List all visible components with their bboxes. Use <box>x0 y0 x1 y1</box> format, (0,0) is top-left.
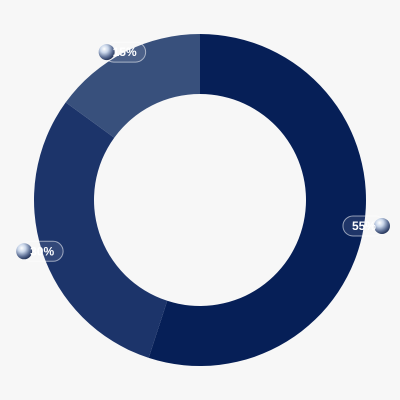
slice-percent-label: 55% <box>352 219 376 233</box>
donut-slice-2 <box>33 102 168 358</box>
donut-slice-3 <box>65 34 200 138</box>
slice-percent-label: 15% <box>113 45 137 59</box>
slice-labels: 55% 30% 15% <box>16 41 390 262</box>
slice-label-1: 55% <box>342 215 390 237</box>
label-bubble-icon <box>373 217 390 234</box>
slice-percent-label: 30% <box>30 244 54 258</box>
donut-slice-1 <box>148 34 366 366</box>
label-bubble-icon <box>16 243 33 260</box>
slice-label-2: 30% <box>16 240 64 262</box>
donut-slices <box>33 34 366 366</box>
slice-label-3: 15% <box>98 41 147 63</box>
label-bubble-icon <box>98 44 115 61</box>
